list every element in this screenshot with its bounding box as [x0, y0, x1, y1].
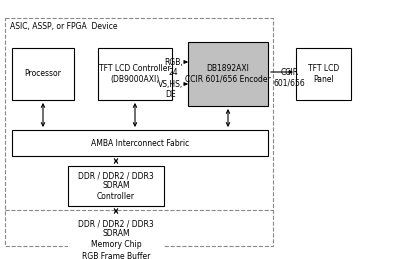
Text: CCIR
601/656: CCIR 601/656	[274, 68, 306, 87]
Text: DB1892AXI
CCIR 601/656 Encoder: DB1892AXI CCIR 601/656 Encoder	[185, 64, 271, 84]
Text: AMBA Interconnect Fabric: AMBA Interconnect Fabric	[91, 139, 189, 147]
Bar	[12, 130, 268, 156]
Bar	[12, 48, 74, 100]
Text: DDR / DDR2 / DDR3
SDRAM
Controller: DDR / DDR2 / DDR3 SDRAM Controller	[78, 171, 154, 201]
Bar	[5, 18, 273, 246]
Text: TFT LCD Controller
(DB9000AXI): TFT LCD Controller (DB9000AXI)	[99, 64, 171, 84]
Text: VS,HS,
DE: VS,HS, DE	[158, 80, 183, 99]
Bar	[98, 48, 172, 100]
Bar	[68, 166, 164, 206]
Text: RGB,
24: RGB, 24	[164, 58, 183, 77]
Text: DDR / DDR2 / DDR3
SDRAM
Memory Chip: DDR / DDR2 / DDR3 SDRAM Memory Chip	[78, 219, 154, 249]
Bar	[296, 48, 351, 100]
Text: RGB Frame Buffer: RGB Frame Buffer	[82, 252, 150, 259]
Text: ASIC, ASSP, or FPGA  Device: ASIC, ASSP, or FPGA Device	[10, 22, 118, 31]
Bar	[188, 42, 268, 106]
Text: Processor: Processor	[25, 69, 61, 78]
Bar	[68, 216, 164, 252]
Text: TFT LCD
Panel: TFT LCD Panel	[308, 64, 339, 84]
